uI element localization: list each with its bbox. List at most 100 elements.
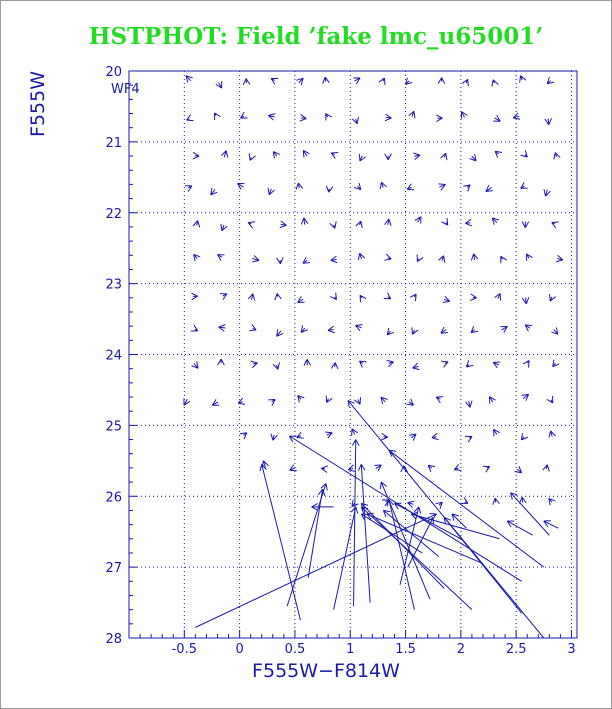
grid-arrow — [409, 433, 417, 441]
grid-arrow — [442, 295, 451, 304]
x-tick-label: 0 — [235, 642, 243, 657]
grid-arrow — [329, 221, 337, 229]
grid-arrow — [242, 78, 251, 86]
grid-arrow — [437, 77, 446, 85]
y-tick-label: 23 — [105, 278, 122, 293]
grid-arrow — [441, 218, 449, 226]
vector-arrow — [443, 517, 523, 614]
grid-arrow — [325, 185, 334, 193]
grid-arrow — [302, 150, 310, 158]
grid-arrow — [354, 397, 362, 405]
x-tick-label: 0.5 — [285, 642, 306, 657]
grid-arrow — [237, 397, 246, 405]
grid-arrow — [327, 325, 335, 334]
grid-arrow — [302, 256, 310, 264]
y-tick-label: 22 — [105, 207, 122, 222]
grid-arrow — [261, 460, 269, 468]
vector-arrow — [360, 513, 423, 554]
grid-arrow — [186, 114, 194, 122]
grid-arrow — [514, 466, 523, 474]
grid-arrow — [325, 113, 332, 121]
vector-arrow — [379, 481, 431, 600]
grid-arrow — [303, 359, 312, 366]
grid-arrow — [210, 187, 218, 196]
y-tick-label: 27 — [105, 561, 122, 576]
vector-arrow — [357, 464, 371, 603]
grid-arrow — [520, 182, 528, 189]
grid-arrow — [465, 360, 474, 368]
grid-arrow — [492, 361, 501, 369]
grid-arrow — [485, 185, 493, 193]
grid-arrow — [500, 326, 508, 333]
grid-arrow — [413, 152, 421, 160]
grid-arrow — [330, 255, 338, 264]
grid-arrow — [386, 327, 395, 336]
grid-arrow — [193, 253, 201, 262]
grid-arrow — [522, 360, 530, 368]
grid-arrow — [218, 324, 226, 332]
vector-arrow — [407, 517, 434, 568]
grid-arrow — [491, 217, 500, 225]
grid-arrow — [191, 292, 198, 301]
grid-arrow — [359, 360, 367, 368]
grid-arrow — [268, 113, 276, 121]
grid-arrow — [347, 464, 356, 472]
grid-arrow — [353, 182, 362, 191]
grid-arrow — [544, 118, 553, 125]
grid-arrow — [220, 150, 229, 158]
grid-arrow — [512, 112, 521, 120]
grid-arrow — [460, 497, 469, 504]
grid-arrow — [556, 254, 564, 263]
y-tick-label: 20 — [105, 65, 122, 80]
grid-arrow — [296, 431, 304, 439]
grid-arrow — [500, 255, 507, 264]
grid-arrow — [411, 327, 419, 335]
grid-arrow — [552, 359, 560, 368]
grid-arrow — [274, 293, 282, 301]
grid-arrow — [412, 362, 420, 371]
vector-arrow — [399, 506, 422, 585]
grid-arrow — [463, 184, 471, 192]
y-tick-label: 21 — [105, 136, 122, 151]
x-tick-label: 1.5 — [395, 642, 416, 657]
grid-arrow — [239, 432, 248, 440]
grid-arrow — [384, 218, 392, 226]
grid-arrow — [519, 75, 527, 83]
grid-arrow — [358, 153, 366, 162]
data-marks — [183, 75, 564, 639]
y-tick-label: 25 — [105, 419, 122, 434]
grid-arrow — [453, 463, 462, 471]
chart-title: HSTPHOT: Field ’fake lmc_u65001’ — [89, 23, 544, 50]
grid-arrow — [329, 292, 337, 301]
grid-arrow — [488, 396, 496, 404]
y-axis: 20 21 22 23 24 25 26 27 28 — [105, 65, 137, 647]
grid-arrow — [296, 77, 304, 86]
grid-arrow — [380, 396, 388, 405]
grid-arrow — [492, 497, 500, 505]
grid-arrow — [217, 358, 225, 366]
grid-arrow — [183, 398, 191, 406]
grid-arrow — [551, 221, 559, 229]
grid-arrow — [431, 432, 439, 441]
grid-arrow — [381, 432, 388, 441]
grid-arrow — [359, 294, 367, 303]
grid-arrow — [217, 254, 225, 261]
grid-arrow — [325, 431, 333, 439]
grid-arrow — [270, 78, 279, 85]
grid-arrow — [409, 293, 417, 302]
grid-arrow — [520, 150, 528, 158]
grid-arrow — [249, 324, 257, 332]
grid-arrow — [219, 293, 228, 300]
x-axis: -0.5 0 0.5 1 1.5 2 2.5 3 — [139, 630, 576, 657]
y-tick-label: 26 — [105, 490, 122, 505]
grid-arrow — [379, 181, 387, 190]
grid-arrow — [322, 76, 330, 84]
vector-arrow — [388, 449, 545, 568]
grid-arrow — [414, 216, 422, 224]
grid-arrow — [276, 257, 284, 265]
grid-arrow — [548, 430, 556, 438]
grid-arrow — [330, 362, 339, 370]
vector-arrow — [288, 435, 522, 582]
grid-arrow — [524, 324, 533, 332]
